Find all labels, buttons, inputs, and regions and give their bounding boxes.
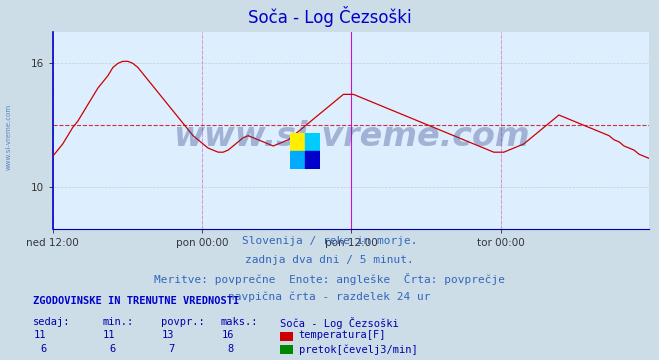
Bar <box>304 133 320 151</box>
Text: 11: 11 <box>34 330 46 341</box>
Text: www.si-vreme.com: www.si-vreme.com <box>5 104 12 170</box>
Text: Soča - Log Čezsoški: Soča - Log Čezsoški <box>248 6 411 27</box>
Text: maks.:: maks.: <box>221 317 258 327</box>
Text: ZGODOVINSKE IN TRENUTNE VREDNOSTI: ZGODOVINSKE IN TRENUTNE VREDNOSTI <box>33 296 239 306</box>
Bar <box>290 151 304 169</box>
Bar <box>290 133 304 151</box>
Text: Soča - Log Čezsoški: Soča - Log Čezsoški <box>280 317 399 329</box>
Text: Slovenija / reke in morje.: Slovenija / reke in morje. <box>242 236 417 246</box>
Text: 6: 6 <box>109 344 115 354</box>
Text: pretok[čevelj3/min]: pretok[čevelj3/min] <box>299 344 417 355</box>
Text: 6: 6 <box>40 344 46 354</box>
Text: 8: 8 <box>228 344 234 354</box>
Text: temperatura[F]: temperatura[F] <box>299 330 386 341</box>
Text: 13: 13 <box>162 330 175 341</box>
Text: min.:: min.: <box>102 317 133 327</box>
Text: Meritve: povprečne  Enote: angleške  Črta: povprečje: Meritve: povprečne Enote: angleške Črta:… <box>154 273 505 285</box>
Text: navpična črta - razdelek 24 ur: navpična črta - razdelek 24 ur <box>228 292 431 302</box>
Text: 7: 7 <box>169 344 175 354</box>
Text: 16: 16 <box>221 330 234 341</box>
Text: zadnja dva dni / 5 minut.: zadnja dva dni / 5 minut. <box>245 255 414 265</box>
Text: povpr.:: povpr.: <box>161 317 205 327</box>
Text: www.si-vreme.com: www.si-vreme.com <box>173 120 529 153</box>
Text: 11: 11 <box>103 330 115 341</box>
Bar <box>304 151 320 169</box>
Text: sedaj:: sedaj: <box>33 317 71 327</box>
